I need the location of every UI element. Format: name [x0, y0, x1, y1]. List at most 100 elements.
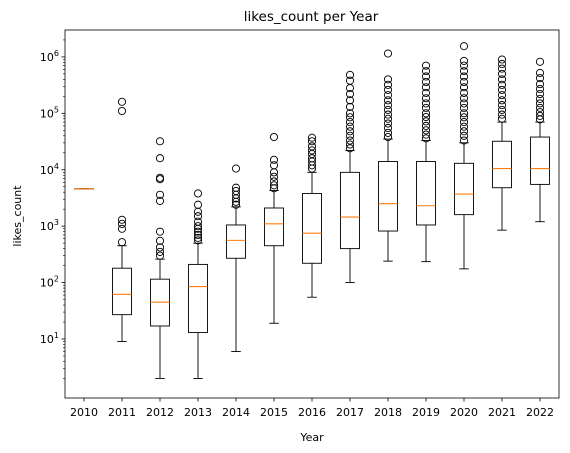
outlier-point: [193, 222, 203, 231]
outlier-point: [383, 119, 393, 128]
outlier-point: [193, 233, 203, 242]
outlier-point: [117, 219, 127, 228]
outlier-point: [117, 106, 127, 116]
outlier-point: [345, 144, 355, 153]
outlier-point: [193, 236, 203, 245]
x-tick-label: 2017: [336, 406, 364, 419]
outlier-point: [193, 200, 203, 209]
outlier-point: [421, 121, 431, 130]
outlier-point: [535, 99, 545, 108]
outlier-point: [497, 59, 507, 69]
outlier-point: [383, 75, 393, 84]
outlier-point: [345, 96, 355, 105]
outlier-point: [193, 207, 203, 216]
x-axis: 2010 2011 2012 2013 2014 2015 2016 2017 2018 2019…: [70, 398, 554, 419]
outlier-point: [459, 61, 469, 70]
outlier-point: [497, 85, 507, 94]
outlier-point: [383, 123, 393, 133]
outlier-point: [193, 217, 203, 226]
x-tick-label: 2015: [260, 406, 288, 419]
outlier-point: [421, 103, 431, 112]
outlier-point: [497, 64, 507, 73]
y-tick-label: 101: [40, 331, 59, 346]
outlier-point: [155, 173, 165, 182]
outlier-point: [155, 247, 165, 256]
outlier-point: [117, 224, 127, 233]
outlier-point: [421, 72, 431, 81]
box-2022: [530, 57, 550, 223]
outlier-point: [535, 111, 545, 120]
outlier-point: [421, 61, 431, 70]
outlier-point: [497, 96, 507, 105]
box-2020: [454, 42, 474, 270]
x-tick-label: 2013: [184, 406, 212, 419]
outlier-point: [497, 69, 507, 78]
outlier-point: [345, 140, 355, 149]
y-tick-label: 103: [40, 218, 59, 233]
outlier-point: [155, 227, 165, 236]
outlier-point: [269, 181, 279, 190]
outlier-point: [345, 122, 355, 131]
outlier-point: [459, 136, 469, 145]
y-tick-label: 105: [40, 105, 59, 120]
outlier-point: [459, 77, 469, 86]
outlier-point: [383, 96, 393, 105]
box-2018: [378, 49, 398, 262]
outlier-point: [307, 149, 317, 159]
outlier-point: [421, 83, 431, 92]
outlier-point: [383, 85, 393, 94]
outlier-point: [459, 127, 469, 136]
outlier-point: [459, 67, 469, 76]
outlier-point: [459, 131, 469, 140]
box-2012: [150, 137, 170, 379]
box-2015: [264, 132, 284, 324]
outlier-point: [155, 243, 165, 252]
outlier-point: [307, 133, 317, 142]
box-2017: [340, 70, 360, 284]
outlier-point: [345, 131, 355, 140]
iqr-box: [340, 171, 360, 250]
outlier-point: [269, 161, 279, 170]
outlier-point: [383, 49, 393, 58]
outlier-point: [383, 91, 393, 100]
outlier-point: [459, 56, 469, 65]
outlier-point: [459, 94, 469, 103]
x-tick-label: 2021: [488, 406, 516, 419]
outlier-point: [497, 91, 507, 100]
outlier-point: [117, 215, 127, 224]
iqr-box: [226, 224, 246, 259]
x-tick-label: 2016: [298, 406, 326, 419]
outlier-point: [497, 114, 507, 123]
outlier-point: [459, 118, 469, 127]
outlier-point: [535, 68, 545, 77]
x-tick-label: 2022: [526, 406, 554, 419]
y-axis: 101 102 103 104 105 106: [40, 39, 65, 379]
outlier-point: [383, 128, 393, 137]
outlier-point: [307, 137, 317, 146]
outlier-point: [383, 114, 393, 123]
outlier-point: [345, 109, 355, 118]
outlier-point: [345, 136, 355, 145]
outlier-point: [421, 134, 431, 143]
outlier-point: [535, 103, 545, 112]
outlier-point: [269, 132, 279, 142]
outlier-point: [421, 77, 431, 86]
box-2013: [188, 189, 208, 379]
outlier-point: [421, 130, 431, 139]
outlier-point: [421, 126, 431, 135]
outlier-point: [497, 55, 507, 64]
y-tick-label: 104: [40, 162, 59, 177]
outlier-point: [269, 177, 279, 186]
outlier-point: [383, 105, 393, 114]
outlier-point: [421, 67, 431, 76]
outlier-point: [193, 189, 203, 198]
outlier-point: [383, 132, 393, 142]
outlier-point: [535, 108, 545, 117]
outlier-point: [193, 230, 203, 239]
iqr-box: [492, 140, 512, 189]
outlier-point: [459, 83, 469, 92]
outlier-point: [345, 127, 355, 136]
outlier-point: [307, 146, 317, 155]
outlier-point: [421, 109, 431, 118]
box-2011: [112, 97, 132, 343]
